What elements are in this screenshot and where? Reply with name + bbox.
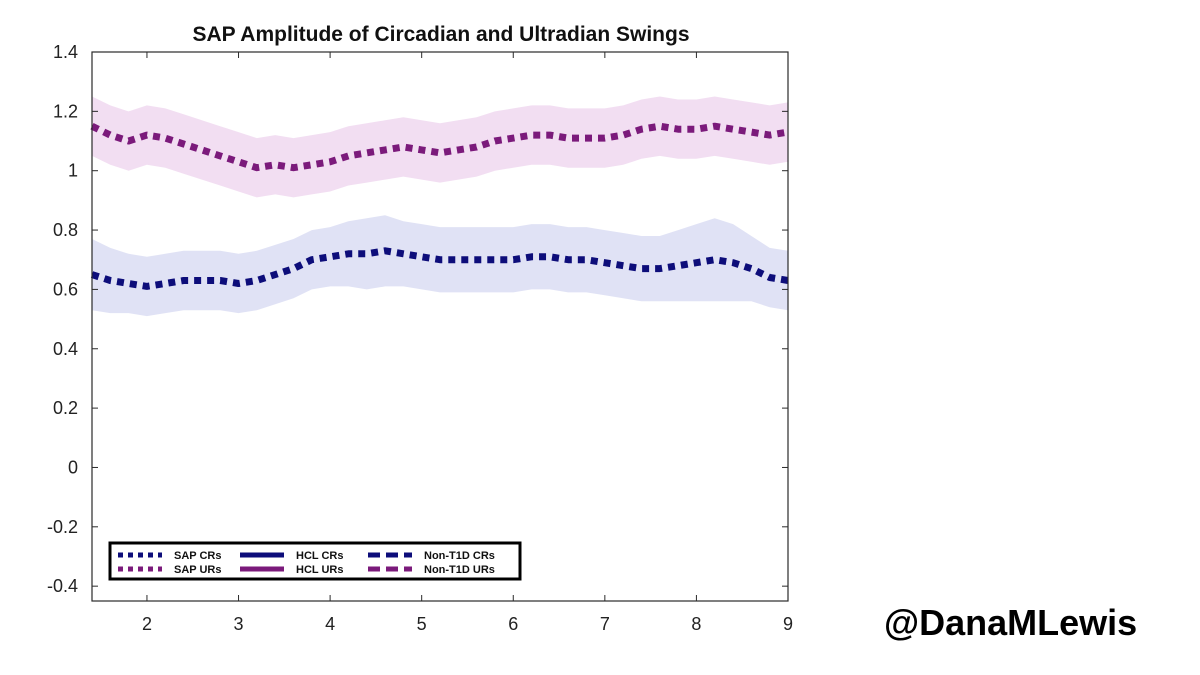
legend-box	[108, 541, 522, 581]
y-tick-label: 0.4	[53, 339, 78, 359]
y-tick-label: 0.8	[53, 220, 78, 240]
y-tick-label: 1	[68, 161, 78, 181]
legend-label: Non-T1D URs	[424, 564, 495, 576]
band-series-0	[92, 96, 788, 198]
x-axis: 2 3 4 5 6 7 8 9	[142, 52, 793, 634]
plot-frame	[91, 51, 789, 602]
author-credit: @DanaMLewis	[884, 602, 1138, 643]
legend-label: Non-T1D CRs	[424, 550, 495, 562]
y-tick-label: 0.6	[53, 279, 78, 299]
y-tick-label: -0.4	[47, 576, 78, 596]
x-tick-label: 3	[234, 614, 244, 634]
legend: SAP CRs SAP URs HCL CRs HCL URs Non-T1D CRs N…	[108, 541, 522, 581]
legend-label: HCL URs	[296, 564, 343, 576]
x-tick-label: 2	[142, 614, 152, 634]
y-tick-label: 0.2	[53, 398, 78, 418]
y-axis: -0.4 -0.2 0 0.2 0.4 0.6 0.8 1 1.2 1.4	[47, 42, 788, 596]
x-tick-label: 6	[508, 614, 518, 634]
x-tick-label: 4	[325, 614, 335, 634]
x-tick-label: 5	[417, 614, 427, 634]
confidence-bands	[92, 96, 788, 317]
x-tick-label: 7	[600, 614, 610, 634]
x-tick-label: 9	[783, 614, 793, 634]
line-series-1	[90, 247, 789, 290]
y-tick-label: 0	[68, 457, 78, 477]
y-tick-label: 1.2	[53, 101, 78, 121]
y-tick-label: 1.4	[53, 42, 78, 62]
y-tick-label: -0.2	[47, 517, 78, 537]
series-lines	[90, 122, 789, 290]
band-series-1	[92, 215, 788, 317]
legend-label: SAP CRs	[174, 550, 221, 562]
line-series-0	[90, 122, 789, 172]
x-tick-label: 8	[691, 614, 701, 634]
chart-title: SAP Amplitude of Circadian and Ultradian…	[192, 23, 689, 46]
legend-label: HCL CRs	[296, 550, 343, 562]
legend-label: SAP URs	[174, 564, 221, 576]
